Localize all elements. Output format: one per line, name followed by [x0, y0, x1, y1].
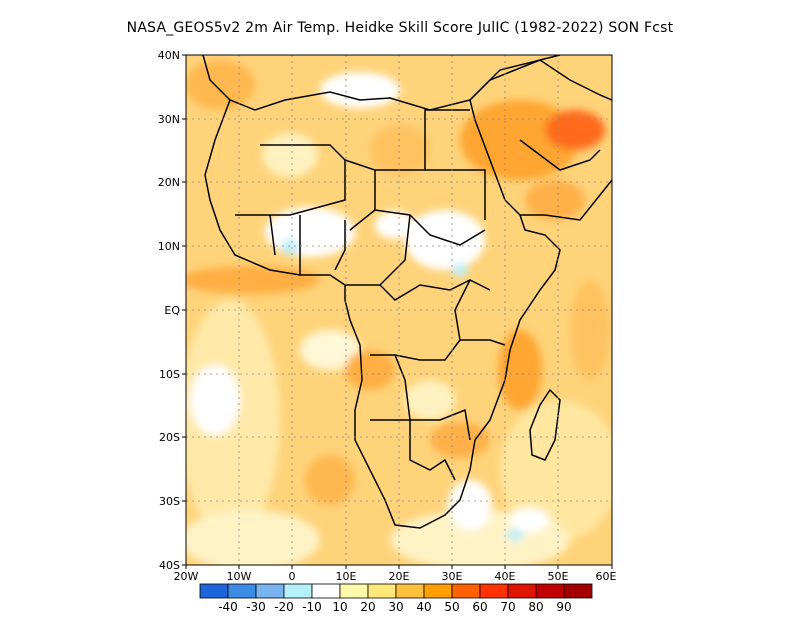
colorbar-label: -10: [302, 600, 322, 614]
lon-label-20e: 20E: [389, 570, 410, 583]
lon-label-0: 0: [289, 570, 296, 583]
lon-label-50e: 50E: [548, 570, 569, 583]
colorbar-label: 30: [388, 600, 403, 614]
lat-label-40s: 40S: [159, 559, 180, 572]
colorbar-label: 80: [528, 600, 543, 614]
colorbar-swatch: [199, 583, 229, 599]
coastlines: [202, 55, 612, 529]
colorbar-swatch: [451, 583, 481, 599]
colorbar-label: -30: [246, 600, 266, 614]
lat-label-20s: 20S: [159, 431, 180, 444]
lat-label-eq: EQ: [164, 304, 180, 317]
colorbar-swatch: [423, 583, 453, 599]
lat-label-40n: 40N: [158, 49, 180, 62]
lon-label-10w: 10W: [227, 570, 252, 583]
colorbar-swatch: [283, 583, 313, 599]
lat-label-30n: 30N: [158, 113, 180, 126]
lat-label-30s: 30S: [159, 495, 180, 508]
colorbar-label: -40: [218, 600, 238, 614]
colorbar-label: 20: [360, 600, 375, 614]
lon-label-30e: 30E: [442, 570, 463, 583]
colorbar-swatch: [535, 583, 565, 599]
colorbar-swatch: [227, 583, 257, 599]
colorbar-label: 60: [472, 600, 487, 614]
colorbar: [199, 583, 593, 599]
skill-score-field: [186, 55, 612, 565]
colorbar-swatch: [339, 583, 369, 599]
colorbar-label: 50: [444, 600, 459, 614]
lon-label-40e: 40E: [495, 570, 516, 583]
colorbar-label: -20: [274, 600, 294, 614]
map-title: NASA_GEOS5v2 2m Air Temp. Heidke Skill S…: [126, 20, 674, 36]
colorbar-labels: -40 -30 -20 -10 10 20 30 40 50 60 70 80 …: [218, 600, 571, 614]
lat-label-10s: 10S: [159, 368, 180, 381]
lat-label-10n: 10N: [158, 240, 180, 253]
colorbar-swatch: [367, 583, 397, 599]
lat-labels: 40N 30N 20N 10N EQ 10S 20S 30S 40S: [158, 49, 181, 572]
colorbar-swatch: [563, 583, 593, 599]
colorbar-swatch: [311, 583, 341, 599]
colorbar-swatch: [395, 583, 425, 599]
lon-labels: 20W 10W 0 10E 20E 30E 40E 50E 60E: [174, 570, 617, 583]
lon-label-10e: 10E: [336, 570, 357, 583]
colorbar-swatch: [479, 583, 509, 599]
colorbar-label: 70: [500, 600, 515, 614]
lon-label-60e: 60E: [596, 570, 617, 583]
colorbar-swatch: [507, 583, 537, 599]
graticule: [186, 55, 612, 565]
colorbar-swatch: [255, 583, 285, 599]
lon-label-20w: 20W: [174, 570, 199, 583]
tick-marks: [182, 54, 613, 569]
lat-label-20n: 20N: [158, 176, 180, 189]
colorbar-label: 10: [332, 600, 347, 614]
colorbar-label: 90: [556, 600, 571, 614]
colorbar-label: 40: [416, 600, 431, 614]
